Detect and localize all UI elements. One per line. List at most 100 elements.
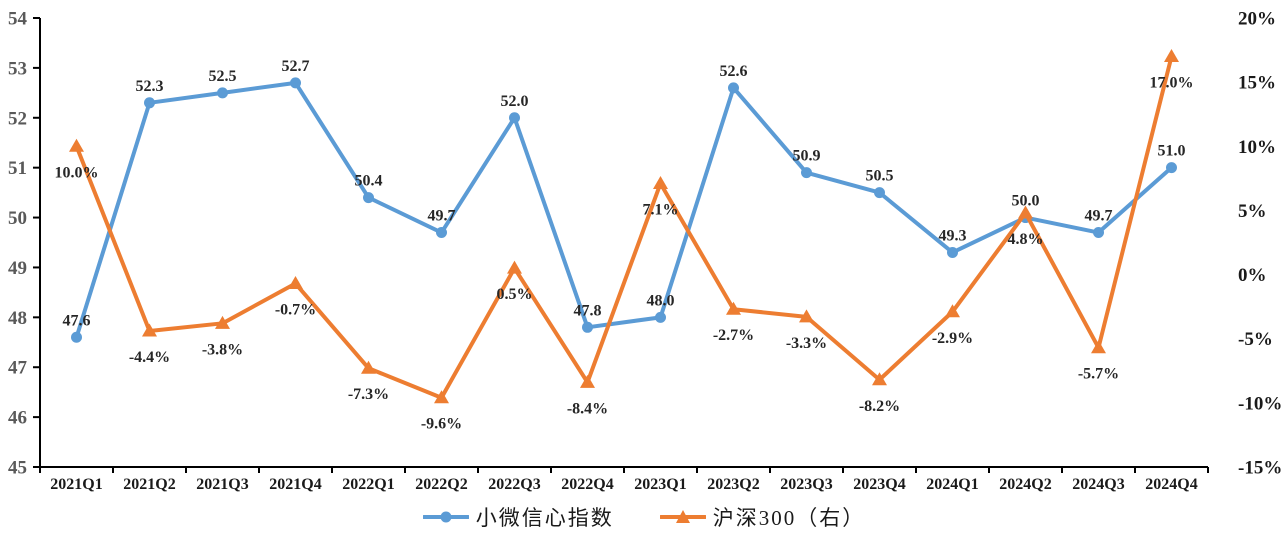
x-axis-category-label: 2024Q3 [1072, 476, 1124, 493]
x-axis-category-label: 2023Q1 [634, 476, 686, 493]
x-axis-category-label: 2023Q3 [780, 476, 832, 493]
data-point-circle [217, 87, 228, 99]
right-axis-tick-label: 15% [1238, 73, 1276, 94]
data-label: 47.6 [63, 312, 91, 329]
data-point-triangle [142, 323, 157, 337]
x-axis-category-label: 2021Q4 [269, 476, 321, 493]
data-label: 51.0 [1158, 143, 1186, 160]
data-label: 50.0 [1012, 193, 1040, 210]
series-line-1 [74, 54, 1174, 400]
y-axis-tick-label: 51 [8, 158, 27, 179]
data-point-circle [1093, 227, 1104, 239]
data-point-circle [436, 227, 447, 239]
data-point-triangle [434, 390, 449, 404]
data-label: 49.7 [428, 208, 456, 225]
data-point-triangle [580, 374, 595, 388]
legend-item-csi300[interactable]: 沪深300（右） [659, 502, 866, 532]
data-label: -0.7% [275, 302, 316, 319]
data-label: 7.1% [643, 201, 679, 218]
y-axis-tick-label: 46 [8, 408, 27, 429]
x-axis-category-label: 2024Q4 [1145, 476, 1197, 493]
data-point-triangle [872, 372, 887, 386]
data-point-triangle [653, 175, 668, 189]
data-point-circle [728, 82, 739, 94]
y-axis-tick-label: 45 [8, 458, 27, 479]
data-label: 52.7 [282, 58, 310, 75]
data-label: -2.7% [713, 327, 754, 344]
x-axis-category-label: 2024Q2 [999, 476, 1051, 493]
data-label: 48.0 [647, 292, 675, 309]
data-point-triangle [1091, 340, 1106, 354]
data-point-triangle [799, 309, 814, 323]
y-axis-tick-label: 54 [8, 9, 28, 30]
data-point-circle [144, 97, 155, 109]
data-label: 50.5 [866, 168, 894, 185]
data-point-triangle [945, 304, 960, 318]
x-axis-category-label: 2023Q2 [707, 476, 759, 493]
y-axis-tick-label: 52 [8, 108, 27, 129]
data-point-circle [655, 311, 666, 323]
right-axis-tick-label: -5% [1238, 329, 1273, 350]
data-label: 52.5 [209, 68, 237, 85]
data-point-circle [582, 321, 593, 333]
data-point-triangle [215, 315, 230, 329]
data-label: -7.3% [348, 386, 389, 403]
y-axis-tick-label: 48 [8, 308, 27, 329]
x-axis-category-label: 2021Q3 [196, 476, 248, 493]
legend-label-confidence-index: 小微信心指数 [475, 506, 614, 530]
data-label: -4.4% [129, 349, 170, 366]
data-label: -9.6% [421, 416, 462, 433]
data-label: 0.5% [497, 286, 533, 303]
data-label: -3.3% [786, 335, 827, 352]
right-axis-tick-label: 20% [1238, 9, 1276, 30]
data-label: 10.0% [55, 164, 99, 181]
data-label: 52.3 [136, 78, 164, 95]
data-label: 47.8 [574, 302, 602, 319]
data-label: -5.7% [1078, 366, 1119, 383]
right-axis-tick-label: 5% [1238, 201, 1267, 222]
x-axis-category-label: 2022Q4 [561, 476, 613, 493]
data-point-circle [1166, 162, 1177, 174]
data-label: 49.7 [1085, 208, 1113, 225]
x-axis-category-label: 2022Q3 [488, 476, 540, 493]
x-axis-category-label: 2022Q2 [415, 476, 467, 493]
data-label: 52.6 [720, 63, 748, 80]
right-axis-tick-label: 0% [1238, 265, 1267, 286]
data-point-triangle [361, 360, 376, 374]
data-label: 4.8% [1008, 231, 1044, 248]
right-axis-tick-label: 10% [1238, 137, 1276, 158]
x-axis-category-label: 2022Q1 [342, 476, 394, 493]
data-point-circle [874, 187, 885, 199]
data-point-circle [71, 331, 82, 343]
data-label: -3.8% [202, 341, 243, 358]
data-label: 50.9 [793, 148, 821, 165]
data-label: 52.0 [501, 93, 529, 110]
legend-item-confidence-index[interactable]: 小微信心指数 [422, 502, 614, 532]
data-point-circle [801, 167, 812, 179]
data-label: 50.4 [355, 173, 383, 190]
x-axis-category-label: 2023Q4 [853, 476, 905, 493]
data-label: -8.2% [859, 398, 900, 415]
data-label: 49.3 [939, 227, 967, 244]
data-point-triangle [69, 138, 84, 152]
data-point-circle [363, 192, 374, 204]
chart-legend: 小微信心指数 沪深300（右） [0, 501, 1288, 533]
y-axis-tick-label: 47 [8, 358, 28, 379]
data-label: -2.9% [932, 330, 973, 347]
right-axis-tick-label: -10% [1238, 393, 1282, 414]
data-point-circle [509, 112, 520, 124]
x-axis-category-label: 2024Q1 [926, 476, 978, 493]
y-axis-tick-label: 53 [8, 58, 27, 79]
data-label: -8.4% [567, 400, 608, 417]
data-label: 17.0% [1150, 74, 1194, 91]
series-line-0 [74, 80, 1174, 340]
data-point-triangle [507, 260, 522, 274]
y-axis-tick-label: 49 [8, 258, 27, 279]
data-point-circle [290, 77, 301, 89]
legend-label-csi300: 沪深300（右） [712, 506, 866, 530]
line-triangle-marker-icon [659, 510, 706, 523]
data-point-triangle [1018, 205, 1033, 219]
x-axis-category-label: 2021Q1 [50, 476, 102, 493]
line-circle-marker-icon [422, 511, 469, 523]
